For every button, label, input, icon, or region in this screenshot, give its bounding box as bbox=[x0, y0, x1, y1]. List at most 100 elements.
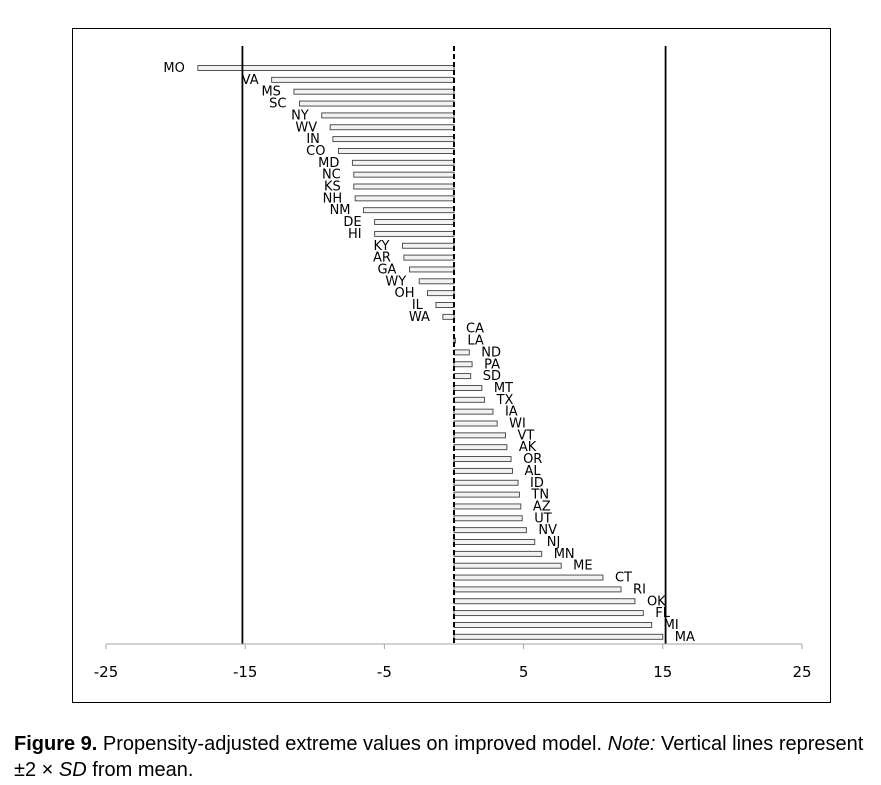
bar-id bbox=[453, 479, 519, 486]
bar-il bbox=[435, 302, 455, 308]
bar-az bbox=[453, 503, 522, 510]
formula-pm: ±2 × bbox=[14, 759, 59, 781]
label-ga: GA bbox=[377, 262, 396, 277]
bar-ar bbox=[403, 254, 455, 261]
label-ks: KS bbox=[324, 180, 341, 195]
label-fl: FL bbox=[655, 606, 670, 621]
label-wi: WI bbox=[509, 417, 526, 432]
bar-me bbox=[453, 562, 562, 569]
bar-nj bbox=[453, 539, 536, 545]
bar-ri bbox=[453, 586, 622, 593]
figure-label: Figure 9. bbox=[14, 733, 98, 755]
bar-ks bbox=[353, 183, 455, 190]
label-nm: NM bbox=[330, 203, 351, 218]
figure-caption: Figure 9. Propensity-adjusted extreme va… bbox=[14, 731, 874, 783]
bar-wy bbox=[418, 278, 455, 285]
bar-ma bbox=[453, 633, 664, 640]
x-tick-label: -15 bbox=[233, 663, 258, 681]
label-tx: TX bbox=[496, 393, 514, 408]
caption-text: Propensity-adjusted extreme values on im… bbox=[97, 733, 608, 755]
label-nv: NV bbox=[538, 523, 557, 538]
note-text: Vertical lines represent bbox=[655, 733, 864, 755]
label-or: OR bbox=[523, 452, 542, 467]
label-ct: CT bbox=[615, 571, 632, 586]
label-mt: MT bbox=[494, 381, 513, 396]
bar-ia bbox=[453, 408, 494, 415]
bar-al bbox=[453, 467, 513, 474]
label-vt: VT bbox=[518, 428, 535, 443]
x-tick-label: 15 bbox=[653, 663, 672, 681]
label-ms: MS bbox=[261, 85, 280, 100]
label-me: ME bbox=[573, 559, 592, 574]
bar-wi bbox=[453, 420, 498, 427]
bar-wa bbox=[442, 313, 455, 320]
bar-fl bbox=[453, 610, 644, 617]
label-wv: WV bbox=[295, 120, 317, 135]
label-wy: WY bbox=[385, 274, 406, 289]
label-ny: NY bbox=[291, 108, 309, 123]
x-tick-label: 5 bbox=[519, 663, 529, 681]
bar-ct bbox=[453, 574, 604, 581]
label-pa: PA bbox=[484, 357, 500, 372]
label-nd: ND bbox=[481, 345, 501, 360]
bar-md bbox=[351, 159, 455, 166]
bar-hi bbox=[374, 230, 455, 237]
label-oh: OH bbox=[395, 286, 415, 301]
label-il: IL bbox=[412, 298, 424, 313]
label-la: LA bbox=[467, 334, 484, 349]
bar-ak bbox=[453, 444, 508, 451]
bar-mt bbox=[453, 385, 483, 391]
chart-frame: MO VA MS SC NY WV IN CO MD NC KS NH NM DE HI KY AR GA WY OH… bbox=[72, 28, 831, 703]
bar-tn bbox=[453, 491, 520, 498]
formula-sd: SD bbox=[58, 759, 87, 781]
bar-nv bbox=[453, 527, 527, 534]
bar-mo bbox=[197, 65, 455, 71]
bar-or bbox=[453, 456, 512, 462]
bar-tx bbox=[453, 396, 486, 403]
label-va: VA bbox=[242, 73, 259, 88]
label-sd: SD bbox=[483, 369, 501, 384]
label-nc: NC bbox=[322, 168, 341, 183]
bar-ny bbox=[321, 112, 455, 119]
label-co: CO bbox=[306, 144, 325, 159]
label-ut: UT bbox=[534, 511, 552, 526]
bar-pa bbox=[453, 361, 473, 368]
bar-co bbox=[338, 147, 455, 154]
bar-in bbox=[332, 136, 455, 143]
label-nh: NH bbox=[323, 191, 343, 206]
bar-oh bbox=[427, 290, 455, 297]
bar-mn bbox=[453, 550, 543, 557]
note-label: Note: bbox=[607, 733, 656, 755]
bar-wv bbox=[329, 124, 455, 131]
label-sc: SC bbox=[269, 97, 286, 112]
formula-end: from mean. bbox=[86, 759, 194, 781]
label-ok: OK bbox=[647, 594, 666, 609]
bar-de bbox=[374, 219, 455, 226]
label-ia: IA bbox=[505, 405, 518, 420]
label-ma: MA bbox=[675, 630, 695, 645]
label-ca: CA bbox=[466, 322, 484, 337]
bar-mi bbox=[453, 622, 653, 628]
bar-sd bbox=[453, 373, 472, 380]
label-ky: KY bbox=[373, 239, 389, 254]
label-az: AZ bbox=[533, 499, 551, 514]
label-ak: AK bbox=[519, 440, 537, 455]
label-mi: MI bbox=[664, 618, 679, 633]
bar-sc bbox=[299, 100, 455, 107]
label-wa: WA bbox=[409, 310, 430, 325]
x-tick-label: 25 bbox=[792, 663, 811, 681]
bar-ok bbox=[453, 598, 636, 605]
bar-nm bbox=[363, 207, 455, 214]
bar-vt bbox=[453, 432, 506, 439]
x-tick-label: -5 bbox=[377, 663, 392, 681]
bar-nc bbox=[353, 171, 455, 178]
label-de: DE bbox=[343, 215, 361, 230]
label-in: IN bbox=[306, 132, 320, 147]
label-md: MD bbox=[318, 156, 339, 171]
bar-ga bbox=[409, 266, 455, 273]
label-id: ID bbox=[530, 476, 544, 491]
bar-ky bbox=[402, 242, 455, 249]
label-mn: MN bbox=[554, 547, 575, 562]
bar-nh bbox=[354, 195, 455, 202]
